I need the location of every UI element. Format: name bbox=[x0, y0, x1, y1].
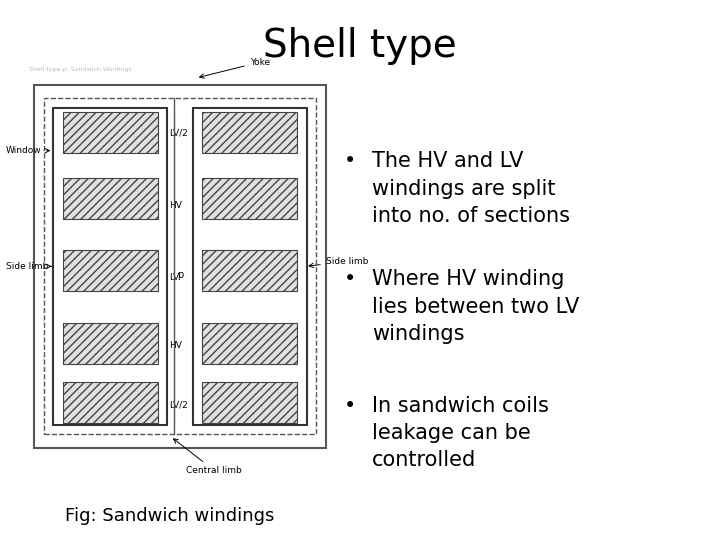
Bar bbox=[202, 251, 297, 291]
Bar bbox=[202, 323, 297, 364]
Bar bbox=[202, 178, 297, 219]
Text: Shell type-p: Sandwich Windings: Shell type-p: Sandwich Windings bbox=[29, 68, 132, 72]
Bar bbox=[63, 178, 158, 219]
Text: •: • bbox=[343, 396, 356, 416]
Bar bbox=[202, 112, 297, 153]
Text: •: • bbox=[343, 151, 356, 171]
Text: LV/2: LV/2 bbox=[169, 400, 188, 409]
Text: Yoke: Yoke bbox=[199, 58, 270, 78]
Text: The HV and LV
windings are split
into no. of sections: The HV and LV windings are split into no… bbox=[372, 151, 570, 226]
Bar bbox=[63, 323, 158, 364]
Text: HV: HV bbox=[169, 341, 181, 350]
Text: Central limb: Central limb bbox=[174, 439, 242, 475]
Text: •: • bbox=[343, 269, 356, 289]
Bar bbox=[53, 107, 167, 425]
Text: LV: LV bbox=[169, 273, 179, 282]
Bar bbox=[35, 85, 325, 448]
Text: LV/2: LV/2 bbox=[169, 128, 188, 137]
Bar bbox=[63, 251, 158, 291]
Text: HV: HV bbox=[169, 200, 181, 210]
Bar bbox=[63, 382, 158, 423]
Text: Where HV winding
lies between two LV
windings: Where HV winding lies between two LV win… bbox=[372, 269, 580, 344]
Bar bbox=[193, 107, 307, 425]
Bar bbox=[44, 98, 316, 434]
Text: Fig: Sandwich windings: Fig: Sandwich windings bbox=[65, 507, 274, 525]
Text: Shell type: Shell type bbox=[263, 27, 457, 65]
Text: p: p bbox=[177, 271, 183, 280]
Text: Side limb: Side limb bbox=[6, 262, 51, 271]
Text: Window: Window bbox=[6, 146, 50, 155]
Bar bbox=[63, 112, 158, 153]
Text: Side limb: Side limb bbox=[309, 257, 368, 268]
Text: In sandwich coils
leakage can be
controlled: In sandwich coils leakage can be control… bbox=[372, 396, 549, 470]
Bar bbox=[202, 382, 297, 423]
